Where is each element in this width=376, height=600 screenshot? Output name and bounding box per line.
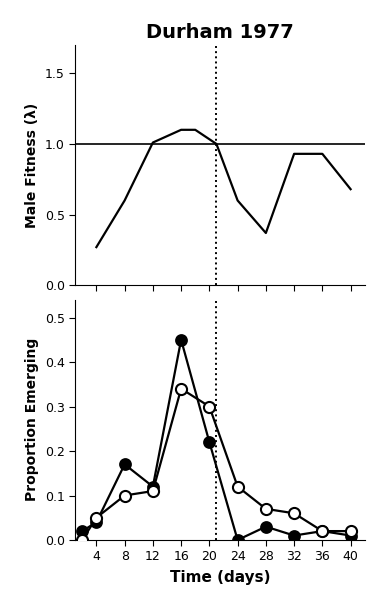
X-axis label: Time (days): Time (days) bbox=[170, 571, 270, 586]
Title: Durham 1977: Durham 1977 bbox=[146, 23, 294, 42]
Y-axis label: Proportion Emerging: Proportion Emerging bbox=[25, 338, 39, 502]
Y-axis label: Male Fitness (λ): Male Fitness (λ) bbox=[25, 103, 39, 228]
